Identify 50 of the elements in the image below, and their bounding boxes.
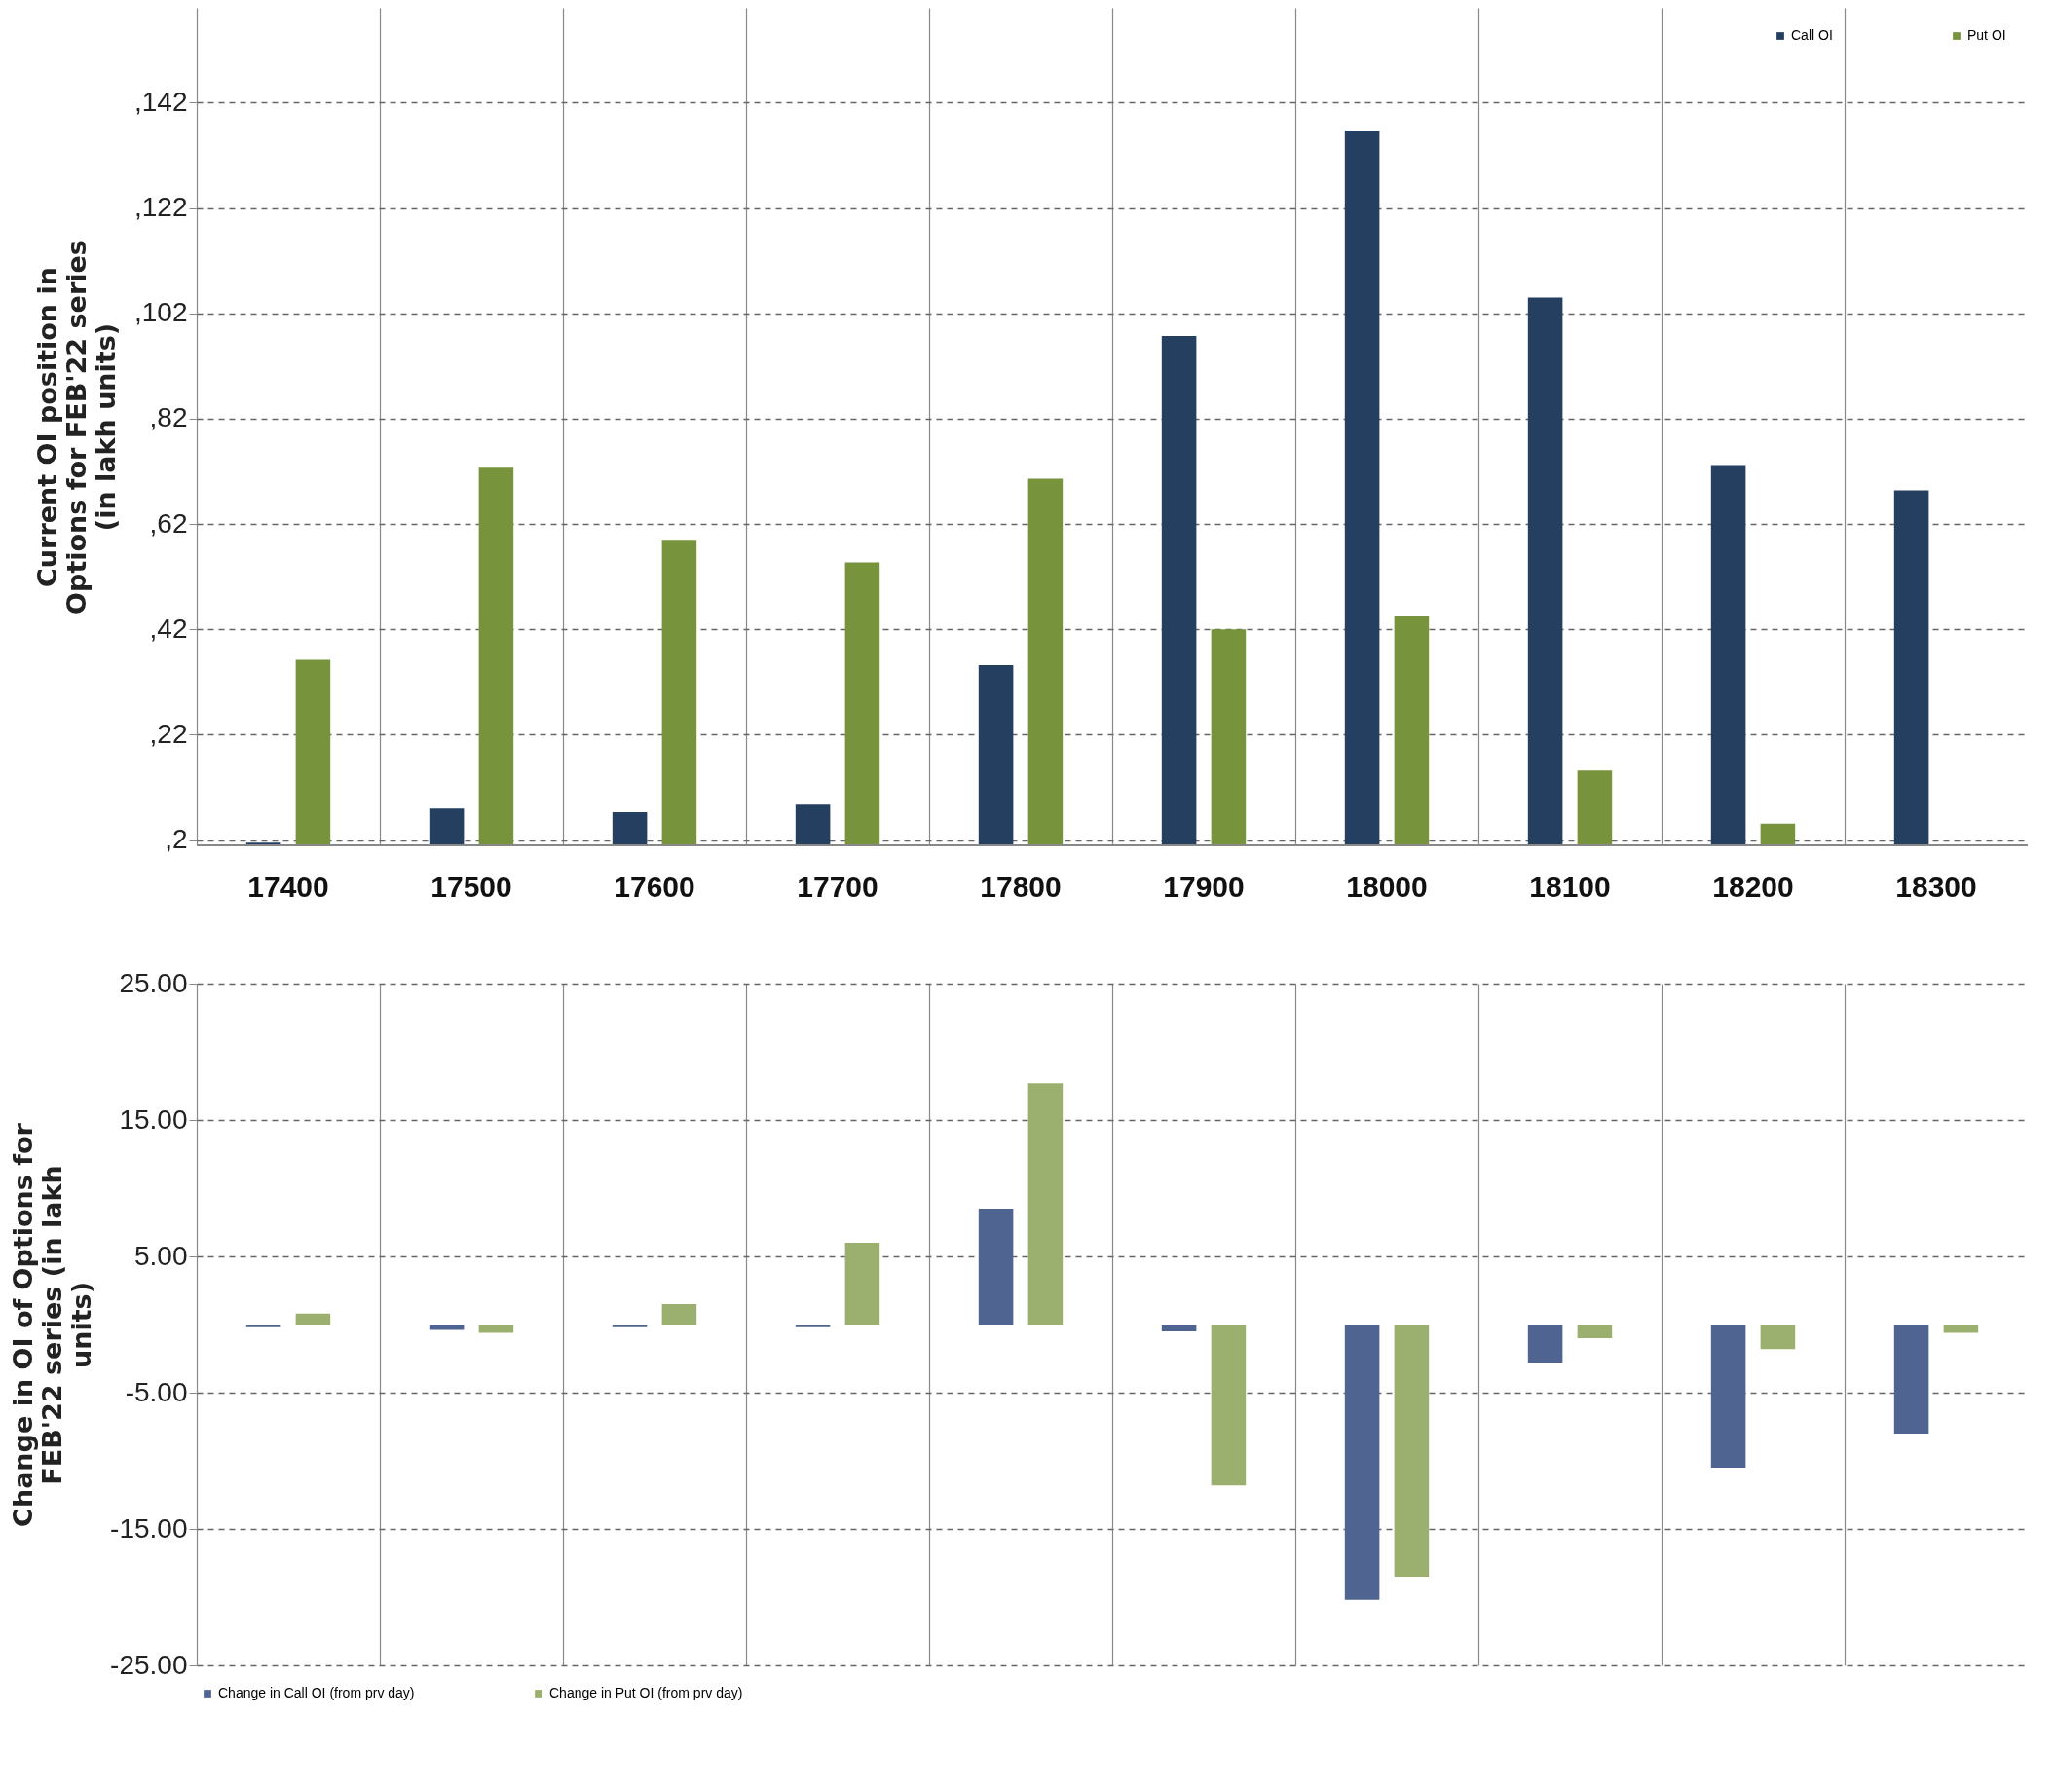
legend-label: Change in Put OI (from prv day) bbox=[549, 1685, 743, 1700]
bar bbox=[295, 1313, 331, 1325]
y-axis-title: Current OI position in Options for FEB'22 series (in lakh units) bbox=[32, 240, 121, 615]
y-tick-label: ,42 bbox=[149, 613, 188, 644]
bar bbox=[978, 1209, 1014, 1325]
x-tick-label: 17500 bbox=[430, 870, 512, 903]
y-tick-label: 5.00 bbox=[134, 1240, 188, 1271]
legend-label: Change in Call OI (from prv day) bbox=[218, 1685, 415, 1700]
bar bbox=[1394, 1325, 1430, 1577]
bar bbox=[1760, 1325, 1796, 1350]
x-tick-label: 17600 bbox=[614, 870, 695, 903]
y-tick-label: ,62 bbox=[149, 507, 188, 539]
y-tick-label: ,122 bbox=[134, 192, 188, 223]
bar bbox=[1161, 1325, 1197, 1331]
y-tick-label: 25.00 bbox=[119, 967, 188, 998]
x-tick-label: 17900 bbox=[1163, 870, 1245, 903]
x-tick-label: 18100 bbox=[1529, 870, 1611, 903]
bar bbox=[844, 1243, 880, 1325]
bar bbox=[1943, 1325, 1979, 1333]
y-tick-label: -15.00 bbox=[110, 1512, 188, 1544]
x-tick-label: 18200 bbox=[1712, 870, 1794, 903]
bar bbox=[1710, 1325, 1746, 1468]
bar bbox=[429, 1325, 465, 1330]
y-tick-label: ,2 bbox=[165, 824, 188, 855]
x-tick-label: 17700 bbox=[797, 870, 878, 903]
bar bbox=[1893, 1325, 1929, 1434]
bar bbox=[478, 1325, 514, 1333]
y-tick-label: ,22 bbox=[149, 718, 188, 749]
bar bbox=[1028, 1083, 1064, 1325]
bar bbox=[661, 1304, 697, 1325]
legend-label: Call OI bbox=[1791, 27, 1833, 43]
y-tick-label: ,102 bbox=[134, 297, 188, 328]
bar bbox=[1211, 1325, 1247, 1486]
y-tick-label: -5.00 bbox=[125, 1376, 188, 1407]
x-tick-label: 18000 bbox=[1346, 870, 1428, 903]
y-tick-label: -25.00 bbox=[110, 1649, 188, 1680]
x-tick-label: 17800 bbox=[980, 870, 1062, 903]
y-tick-label: ,82 bbox=[149, 402, 188, 433]
bar bbox=[245, 1325, 281, 1327]
bar bbox=[612, 1325, 648, 1327]
bar bbox=[1577, 1325, 1613, 1338]
x-tick-label: 17400 bbox=[247, 870, 329, 903]
y-axis-title: Change in OI of Options for FEB'22 series (in lakh units) bbox=[8, 1122, 97, 1527]
bar bbox=[1527, 1325, 1563, 1363]
x-tick-label: 18300 bbox=[1895, 870, 1977, 903]
legend-label: Put OI bbox=[1967, 27, 2006, 43]
bar bbox=[795, 1325, 831, 1327]
y-tick-label: 15.00 bbox=[119, 1103, 188, 1135]
bar bbox=[1344, 1325, 1380, 1600]
y-tick-label: ,142 bbox=[134, 86, 188, 117]
